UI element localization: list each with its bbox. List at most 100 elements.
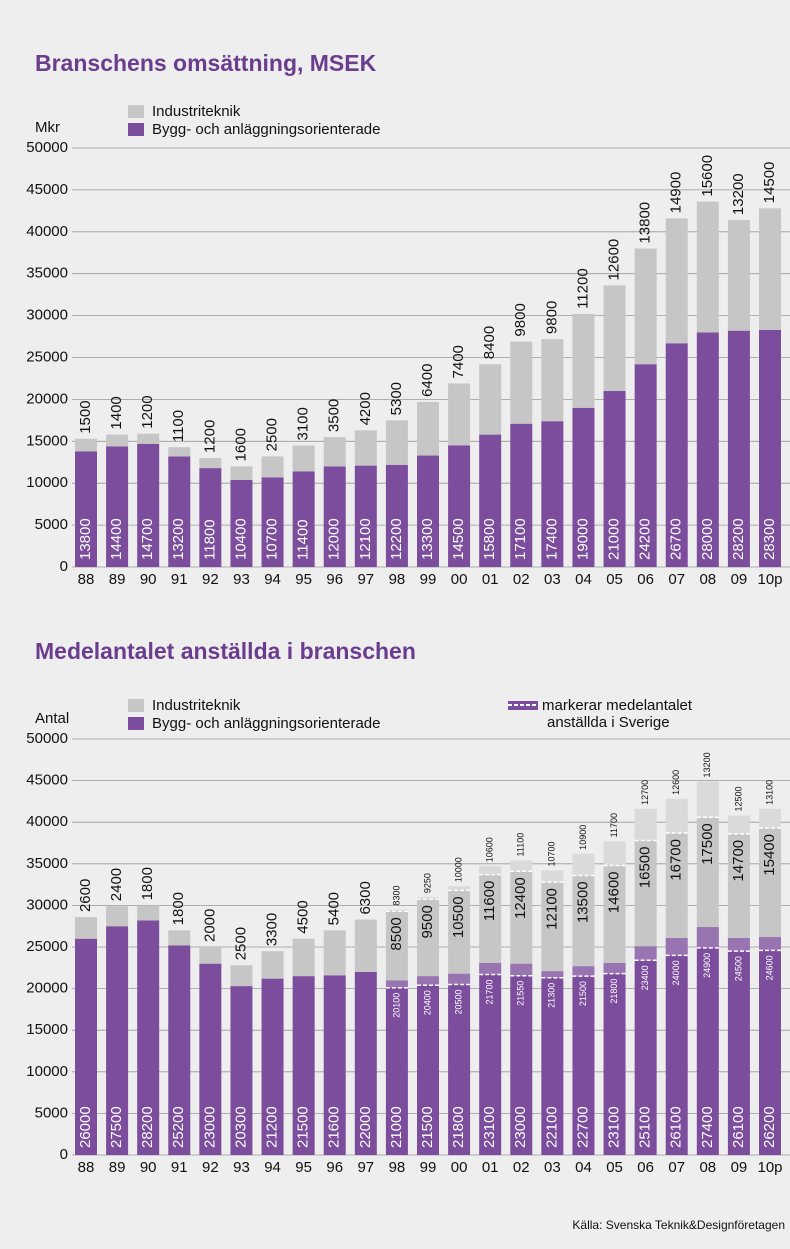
marker-label: 24500 — [733, 956, 743, 981]
bar-shading — [541, 971, 564, 978]
x-tick-label: 92 — [202, 1159, 219, 1176]
value-label: 23100 — [481, 1106, 498, 1148]
bar-segment — [572, 407, 595, 567]
value-label: 14500 — [450, 518, 467, 560]
value-label: 1600 — [232, 428, 249, 461]
bar-segment — [137, 905, 160, 921]
marker-label: 12500 — [733, 787, 743, 812]
marker-label: 20500 — [453, 989, 463, 1014]
x-tick-label: 07 — [668, 571, 685, 588]
y-tick-label: 40000 — [26, 223, 68, 240]
bar-segment — [448, 445, 471, 567]
legend-label: Bygg- och anläggningsorienterade — [152, 715, 381, 732]
bar-segment — [479, 434, 502, 567]
x-tick-label: 94 — [264, 1159, 281, 1176]
value-label: 15600 — [699, 155, 716, 197]
value-label: 13800 — [637, 202, 654, 244]
bar-segment — [696, 927, 719, 1155]
value-label: 1800 — [170, 892, 187, 925]
bar-segment — [230, 479, 253, 567]
bar-segment — [168, 945, 191, 1155]
value-label: 8400 — [481, 326, 498, 359]
value-label: 13800 — [77, 518, 94, 560]
marker-label: 10900 — [578, 825, 588, 850]
marker-label: 12700 — [640, 780, 650, 805]
bar-segment — [168, 447, 191, 457]
value-label: 7400 — [450, 345, 467, 378]
value-label: 23000 — [201, 1106, 218, 1148]
x-tick-label: 98 — [389, 1159, 406, 1176]
value-label: 21000 — [388, 1106, 405, 1148]
bar-segment — [696, 332, 719, 567]
value-label: 16700 — [668, 839, 685, 881]
value-label: 14600 — [606, 871, 623, 913]
value-label: 2600 — [77, 879, 94, 912]
bar-segment — [261, 951, 284, 979]
x-tick-label: 01 — [482, 571, 499, 588]
bar-segment — [541, 421, 564, 567]
y-tick-label: 20000 — [26, 390, 68, 407]
x-tick-label: 95 — [295, 571, 312, 588]
bar-shading — [727, 937, 750, 952]
value-label: 10500 — [450, 896, 467, 938]
y-tick-label: 45000 — [26, 181, 68, 198]
marker-label: 10000 — [453, 857, 463, 882]
bar-segment — [759, 208, 781, 330]
value-label: 26100 — [730, 1106, 747, 1148]
value-label: 20300 — [232, 1106, 249, 1148]
value-label: 17100 — [512, 518, 529, 560]
bar-segment — [75, 451, 97, 567]
x-tick-label: 99 — [420, 571, 437, 588]
value-label: 12600 — [606, 239, 623, 281]
bar-segment — [510, 341, 533, 424]
bar-segment — [634, 946, 657, 1155]
legend-swatch — [128, 717, 144, 730]
bar-segment — [385, 464, 408, 567]
x-tick-label: 93 — [233, 571, 250, 588]
bar-segment — [696, 201, 719, 333]
value-label: 11200 — [574, 268, 591, 309]
value-label: 21600 — [326, 1106, 343, 1148]
bar-segment — [292, 445, 315, 472]
value-label: 13200 — [170, 518, 187, 560]
bar-shading — [385, 980, 408, 988]
bar-shading — [634, 946, 657, 961]
bar-segment — [137, 920, 160, 1155]
bar-segment — [417, 455, 439, 567]
bar-segment — [323, 437, 346, 467]
value-label: 10700 — [264, 518, 281, 560]
value-label: 21000 — [606, 518, 623, 560]
value-label: 9800 — [543, 301, 560, 334]
bar-shading — [479, 866, 502, 875]
bar-segment — [230, 466, 253, 480]
bar-shading — [759, 937, 781, 951]
value-label: 28200 — [139, 1106, 156, 1148]
value-label: 9800 — [512, 303, 529, 336]
x-tick-label: 00 — [451, 571, 468, 588]
bar-segment — [168, 456, 191, 567]
bar-segment — [417, 401, 439, 456]
y-axis-label: Antal — [35, 710, 69, 727]
bar-segment — [323, 930, 346, 976]
chart-title: Medelantalet anställda i branschen — [35, 638, 416, 664]
value-label: 28200 — [730, 518, 747, 560]
y-tick-label: 30000 — [26, 307, 68, 324]
bar-shading — [727, 815, 750, 834]
value-label: 1500 — [77, 400, 94, 433]
value-label: 24200 — [637, 518, 654, 560]
value-label: 27400 — [699, 1106, 716, 1148]
y-tick-label: 25000 — [26, 938, 68, 955]
bar-segment — [75, 917, 97, 939]
bar-segment — [261, 978, 284, 1155]
x-tick-label: 04 — [575, 1159, 592, 1176]
value-label: 8500 — [388, 917, 405, 950]
legend-label: Industriteknik — [152, 103, 241, 120]
bar-segment — [106, 906, 129, 927]
value-label: 1400 — [108, 396, 125, 429]
bar-segment — [199, 458, 222, 469]
value-label: 3100 — [295, 407, 312, 440]
bar-segment — [665, 798, 688, 938]
legend-label: Industriteknik — [152, 697, 241, 714]
y-tick-label: 45000 — [26, 772, 68, 789]
